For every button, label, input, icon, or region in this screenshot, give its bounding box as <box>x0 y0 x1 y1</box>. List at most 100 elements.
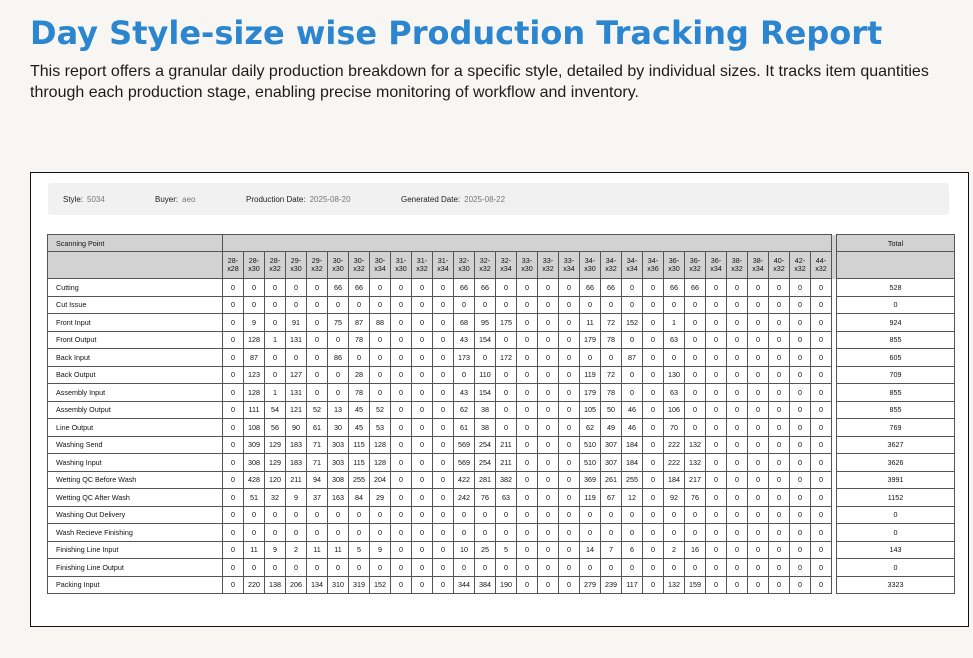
cell-value: 30 <box>327 418 349 437</box>
cell-value: 0 <box>369 330 391 349</box>
cell-value: 303 <box>327 453 349 472</box>
row-label: Front Input <box>47 313 223 332</box>
cell-value: 0 <box>726 540 748 559</box>
cell-value: 0 <box>285 348 307 367</box>
cell-value: 0 <box>474 295 496 314</box>
cell-value: 179 <box>579 330 601 349</box>
cell-value: 190 <box>495 575 517 594</box>
cell-value: 0 <box>642 313 664 332</box>
cell-value: 0 <box>642 330 664 349</box>
cell-value: 0 <box>432 540 454 559</box>
cell-value: 0 <box>558 505 580 524</box>
cell-value: 0 <box>285 523 307 542</box>
cell-value: 0 <box>726 453 748 472</box>
meta-buyer-value: aeo <box>182 195 196 204</box>
cell-value: 308 <box>327 470 349 489</box>
size-header-33-x32: 33-x32 <box>537 251 559 279</box>
size-header-42-x32: 42-x32 <box>789 251 811 279</box>
cell-value: 0 <box>453 505 475 524</box>
cell-value: 0 <box>768 348 790 367</box>
report-meta-bar: Style: 5034 Buyer: aeo Production Date: 202… <box>48 183 949 215</box>
row-label: Wash Recieve Finishing <box>47 523 223 542</box>
cell-value: 78 <box>600 330 622 349</box>
cell-value: 0 <box>411 453 433 472</box>
row-total: 924 <box>836 313 955 332</box>
cell-value: 172 <box>495 348 517 367</box>
cell-value: 0 <box>537 330 559 349</box>
cell-value: 13 <box>327 400 349 419</box>
cell-value: 0 <box>768 540 790 559</box>
cell-value: 0 <box>222 540 244 559</box>
row-total: 3991 <box>836 470 955 489</box>
cell-value: 0 <box>726 435 748 454</box>
row-label: Washing Out Delivery <box>47 505 223 524</box>
cell-value: 0 <box>768 330 790 349</box>
cell-value: 0 <box>747 295 769 314</box>
table-row: Wetting QC Before Wash 0 428 120 211 94 308 255… <box>47 470 955 489</box>
cell-value: 66 <box>579 278 601 297</box>
cell-value: 0 <box>516 470 538 489</box>
cell-value: 0 <box>369 348 391 367</box>
cell-value: 115 <box>348 435 370 454</box>
cell-value: 0 <box>243 505 265 524</box>
cell-value: 309 <box>243 435 265 454</box>
cell-value: 0 <box>810 348 832 367</box>
cell-value: 0 <box>390 575 412 594</box>
cell-value: 0 <box>327 383 349 402</box>
cell-value: 310 <box>327 575 349 594</box>
cell-value: 0 <box>705 295 727 314</box>
cell-value: 152 <box>369 575 391 594</box>
meta-style: Style: 5034 <box>63 195 105 204</box>
cell-value: 0 <box>474 505 496 524</box>
cell-value: 0 <box>369 558 391 577</box>
cell-value: 0 <box>390 488 412 507</box>
row-label: Cutting <box>47 278 223 297</box>
cell-value: 222 <box>663 435 685 454</box>
cell-value: 0 <box>327 365 349 384</box>
cell-value: 16 <box>684 540 706 559</box>
size-header-36-x30: 36-x30 <box>663 251 685 279</box>
cell-value: 0 <box>306 523 328 542</box>
cell-value: 54 <box>264 400 286 419</box>
cell-value: 91 <box>285 313 307 332</box>
cell-value: 0 <box>432 400 454 419</box>
cell-value: 0 <box>663 505 685 524</box>
table-row: Finishing Line Output 0 0 0 0 0 0 0 0 0 0 0 0 0 0 0 0 0 0 0… <box>47 558 955 577</box>
cell-value: 50 <box>600 400 622 419</box>
cell-value: 0 <box>222 435 244 454</box>
size-group-header <box>222 234 832 252</box>
cell-value: 0 <box>516 400 538 419</box>
cell-value: 7 <box>600 540 622 559</box>
size-header-33-x34: 33-x34 <box>558 251 580 279</box>
cell-value: 0 <box>495 295 517 314</box>
cell-value: 279 <box>579 575 601 594</box>
table-row: Assembly Input 0 128 1 131 0 0 78 0 0 0 0 43 154 0 0 0 0 1… <box>47 383 955 402</box>
cell-value: 0 <box>390 400 412 419</box>
cell-value: 0 <box>390 348 412 367</box>
cell-value: 0 <box>243 558 265 577</box>
table-row: Line Output 0 108 56 90 61 30 45 53 0 0 0 61 38 0 0 0 0 62… <box>47 418 955 437</box>
cell-value: 0 <box>789 313 811 332</box>
cell-value: 127 <box>285 365 307 384</box>
cell-value: 61 <box>306 418 328 437</box>
cell-value: 111 <box>243 400 265 419</box>
cell-value: 0 <box>537 523 559 542</box>
cell-value: 184 <box>663 470 685 489</box>
cell-value: 0 <box>789 330 811 349</box>
row-total: 528 <box>836 278 955 297</box>
cell-value: 0 <box>537 488 559 507</box>
cell-value: 94 <box>306 470 328 489</box>
cell-value: 0 <box>705 330 727 349</box>
cell-value: 129 <box>264 453 286 472</box>
table-row: Washing Out Delivery 0 0 0 0 0 0 0 0 0 0 0 0 0 0 0 0 0 0 0 0… <box>47 505 955 524</box>
cell-value: 0 <box>579 523 601 542</box>
cell-value: 0 <box>432 435 454 454</box>
row-label: Cut Issue <box>47 295 223 314</box>
cell-value: 0 <box>810 330 832 349</box>
cell-value: 129 <box>264 435 286 454</box>
cell-value: 0 <box>432 365 454 384</box>
cell-value: 211 <box>495 453 517 472</box>
cell-value: 0 <box>222 400 244 419</box>
cell-value: 0 <box>558 313 580 332</box>
cell-value: 0 <box>705 488 727 507</box>
